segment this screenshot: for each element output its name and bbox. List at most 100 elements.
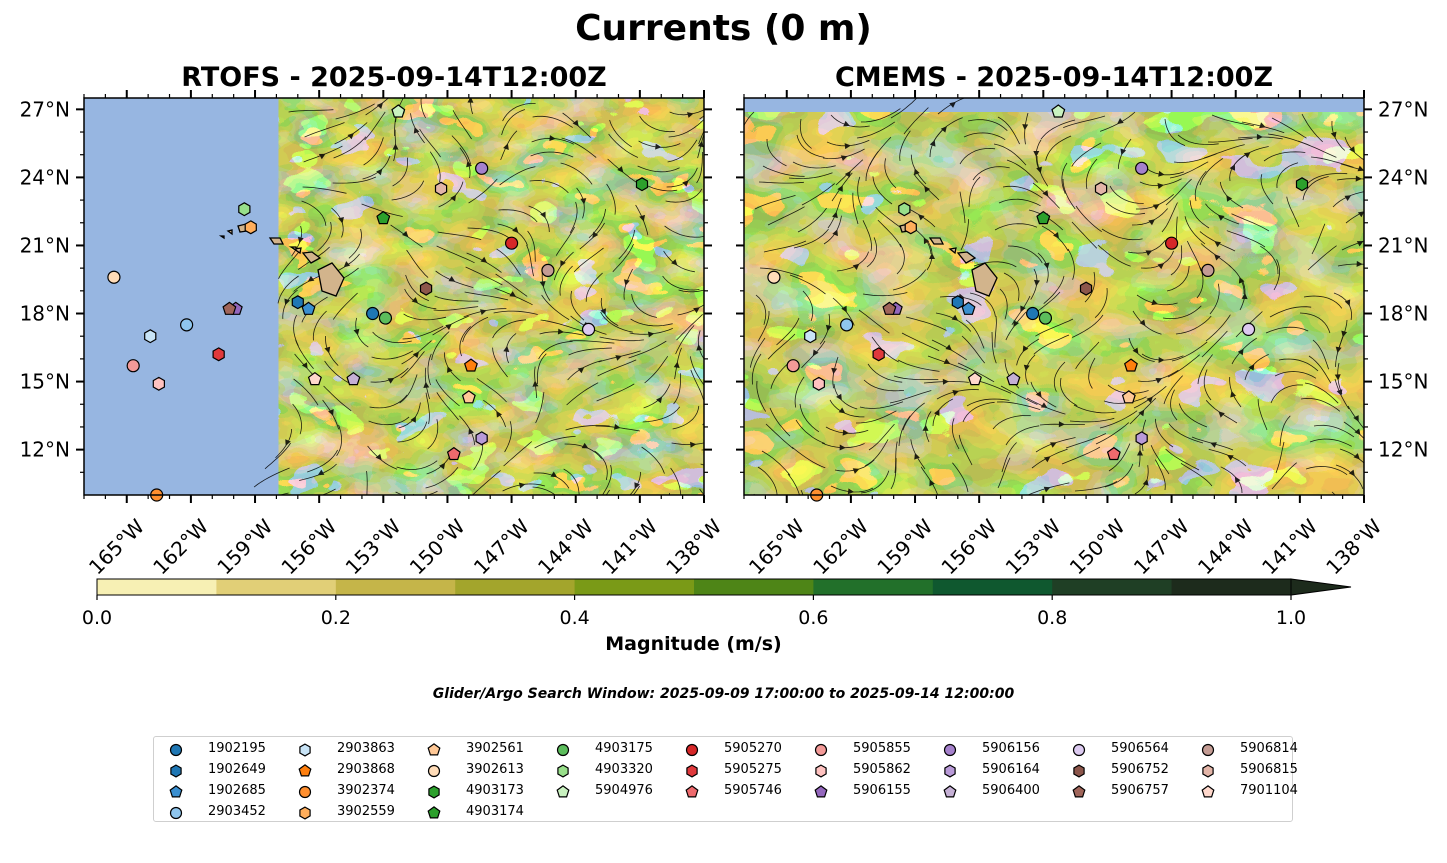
float-markers-rtofs	[107, 104, 649, 502]
stream-arrow	[914, 168, 920, 176]
streamline	[802, 290, 814, 322]
lon-tick-label: 150°W	[405, 514, 470, 579]
streamline	[766, 138, 787, 167]
streamline	[1201, 330, 1228, 358]
stream-arrow	[1349, 146, 1355, 153]
legend-marker	[170, 764, 182, 778]
legend-marker-hexagon-icon	[428, 785, 440, 799]
figure-title: Currents (0 m)	[575, 8, 872, 49]
streamline	[896, 243, 905, 275]
streamline	[1155, 418, 1174, 448]
streamline	[1097, 244, 1131, 267]
float-marker-3902613	[107, 270, 121, 284]
float-marker-1902685	[961, 301, 976, 315]
streamline	[288, 109, 334, 113]
streamline	[317, 221, 332, 252]
stream-arrow	[1049, 442, 1057, 448]
stream-arrow	[1336, 389, 1343, 396]
streamline	[1194, 170, 1207, 202]
streamline	[1312, 339, 1329, 370]
streamline	[1099, 410, 1138, 429]
stream-arrow	[943, 358, 951, 364]
streamline	[899, 130, 911, 162]
streamline	[959, 147, 996, 165]
streamline	[1307, 245, 1337, 271]
stream-arrow	[656, 396, 663, 404]
stream-arrow	[721, 283, 729, 291]
streamline	[492, 319, 527, 339]
float-marker-5905862	[152, 376, 165, 391]
streamline	[1084, 271, 1096, 303]
stream-arrow	[1344, 195, 1352, 201]
streamline	[1062, 178, 1076, 210]
streamline	[794, 376, 805, 408]
stream-arrow	[952, 389, 959, 396]
float-marker-4903175	[378, 311, 393, 325]
streamline	[1007, 245, 1043, 264]
streamline	[332, 292, 358, 320]
stream-arrow	[682, 180, 689, 187]
stream-arrow	[467, 98, 474, 103]
streamline	[789, 274, 826, 295]
streamline	[312, 310, 327, 341]
legend-marker	[169, 743, 183, 757]
streamline	[532, 486, 556, 495]
stream-arrow	[324, 346, 331, 354]
stream-arrow	[1142, 479, 1149, 486]
stream-arrow	[550, 471, 558, 478]
streamline	[675, 325, 695, 355]
streamline	[493, 310, 538, 315]
legend-label: 5905275	[724, 762, 782, 777]
streamline	[599, 336, 644, 342]
stream-arrow	[831, 367, 838, 375]
stream-arrow	[532, 380, 539, 387]
streamline	[1150, 445, 1170, 475]
lon-tick-label: 153°W	[341, 514, 406, 579]
stream-arrow	[285, 439, 291, 446]
streamline	[1154, 459, 1166, 491]
streamline	[1279, 415, 1291, 447]
stream-arrow	[1013, 320, 1019, 328]
streamline	[759, 267, 803, 278]
float-marker-5905746	[1106, 446, 1121, 461]
legend-label: 4903174	[466, 804, 524, 819]
colorbar-segment	[97, 579, 217, 595]
stream-arrow	[1058, 421, 1065, 428]
streamline	[776, 317, 800, 346]
streamline	[425, 466, 459, 489]
streamline	[433, 306, 479, 311]
streamline	[1162, 305, 1202, 319]
streamline	[1095, 422, 1130, 445]
float-marker-5906757	[882, 301, 897, 315]
stream-arrow	[1337, 502, 1343, 508]
streamline	[860, 470, 890, 494]
float-marker-5906564	[1241, 322, 1256, 336]
stream-arrow	[549, 135, 556, 142]
streamline	[1088, 357, 1096, 389]
legend-marker	[1072, 785, 1086, 798]
stream-arrow	[1023, 364, 1030, 372]
streamline	[400, 351, 425, 379]
stream-arrow	[696, 344, 703, 351]
stream-arrow	[1042, 190, 1049, 197]
streamline	[534, 436, 576, 449]
streamline	[332, 176, 377, 184]
stream-arrow	[929, 139, 936, 147]
float-marker-4903320	[898, 202, 911, 217]
stream-arrow	[837, 185, 843, 192]
stream-arrow	[812, 349, 819, 357]
stream-arrow	[1237, 348, 1244, 356]
legend-marker	[427, 764, 441, 778]
streamline	[1177, 134, 1219, 145]
float-marker-5905270	[1164, 236, 1179, 250]
stream-arrow	[1214, 241, 1222, 248]
streamline	[1073, 404, 1117, 414]
streamline	[1060, 377, 1078, 407]
stream-arrow	[1035, 390, 1042, 398]
float-marker-1902649	[951, 295, 964, 310]
float-marker-5905862	[812, 376, 826, 391]
streamline	[437, 231, 482, 240]
stream-arrow	[301, 362, 308, 369]
streamline	[436, 392, 459, 421]
float-marker-5906156	[1135, 161, 1149, 175]
